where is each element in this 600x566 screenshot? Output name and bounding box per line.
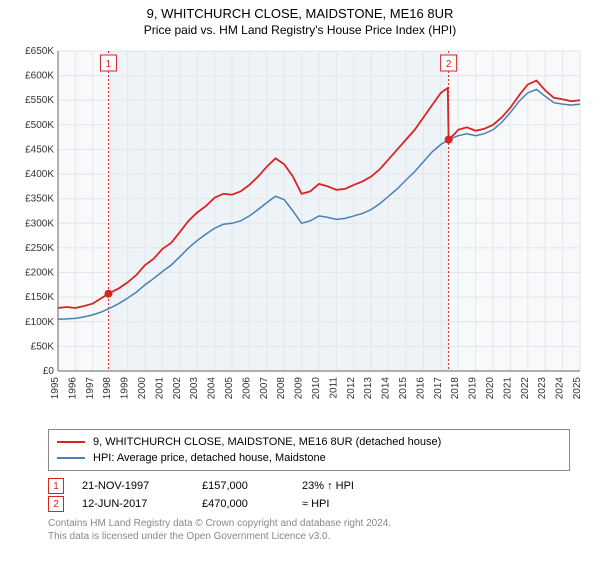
sale-date: 21-NOV-1997 xyxy=(82,480,202,492)
table-row: 2 12-JUN-2017 £470,000 ≈ HPI xyxy=(48,495,570,513)
svg-text:2016: 2016 xyxy=(415,377,426,400)
legend: 9, WHITCHURCH CLOSE, MAIDSTONE, ME16 8UR… xyxy=(48,429,570,471)
svg-text:£550K: £550K xyxy=(25,95,54,106)
svg-text:2018: 2018 xyxy=(450,377,461,400)
svg-text:£0: £0 xyxy=(43,366,55,377)
sale-pct: ≈ HPI xyxy=(302,498,422,510)
svg-text:2012: 2012 xyxy=(346,377,357,400)
legend-swatch xyxy=(57,457,85,459)
svg-text:£650K: £650K xyxy=(25,46,54,57)
legend-row: HPI: Average price, detached house, Maid… xyxy=(57,450,561,466)
table-row: 1 21-NOV-1997 £157,000 23% ↑ HPI xyxy=(48,477,570,495)
svg-text:£350K: £350K xyxy=(25,194,54,205)
svg-text:£400K: £400K xyxy=(25,169,54,180)
svg-text:2006: 2006 xyxy=(241,377,252,400)
legend-label: HPI: Average price, detached house, Maid… xyxy=(93,452,326,464)
svg-text:£100K: £100K xyxy=(25,317,54,328)
svg-text:1999: 1999 xyxy=(120,377,131,400)
footnote: Contains HM Land Registry data © Crown c… xyxy=(48,517,570,543)
svg-text:£300K: £300K xyxy=(25,218,54,229)
svg-text:2007: 2007 xyxy=(259,377,270,400)
svg-text:2020: 2020 xyxy=(485,377,496,400)
svg-text:2001: 2001 xyxy=(154,377,165,400)
svg-text:1998: 1998 xyxy=(102,377,113,400)
svg-text:2000: 2000 xyxy=(137,377,148,400)
svg-text:2021: 2021 xyxy=(502,377,513,400)
svg-text:£50K: £50K xyxy=(31,341,55,352)
sale-pct: 23% ↑ HPI xyxy=(302,480,422,492)
svg-text:£150K: £150K xyxy=(25,292,54,303)
sale-marker-icon: 2 xyxy=(48,496,64,512)
svg-text:2009: 2009 xyxy=(294,377,305,400)
svg-text:£200K: £200K xyxy=(25,268,54,279)
sale-price: £470,000 xyxy=(202,498,302,510)
footnote-line: Contains HM Land Registry data © Crown c… xyxy=(48,517,570,530)
footnote-line: This data is licensed under the Open Gov… xyxy=(48,530,570,543)
svg-text:2011: 2011 xyxy=(328,377,339,399)
sale-marker-icon: 1 xyxy=(48,478,64,494)
svg-text:£600K: £600K xyxy=(25,71,54,82)
sales-table: 1 21-NOV-1997 £157,000 23% ↑ HPI 2 12-JU… xyxy=(48,477,570,513)
legend-swatch xyxy=(57,441,85,443)
svg-text:2023: 2023 xyxy=(537,377,548,400)
svg-text:2022: 2022 xyxy=(520,377,531,400)
svg-text:1995: 1995 xyxy=(50,377,61,400)
svg-text:2: 2 xyxy=(446,59,452,70)
svg-text:2010: 2010 xyxy=(311,377,322,400)
svg-text:2005: 2005 xyxy=(224,377,235,400)
price-chart: £0 £50K £100K £150K £200K £250K £300K £350K £400… xyxy=(10,41,590,421)
svg-text:2003: 2003 xyxy=(189,377,200,400)
legend-row: 9, WHITCHURCH CLOSE, MAIDSTONE, ME16 8UR… xyxy=(57,434,561,450)
svg-text:2004: 2004 xyxy=(207,377,218,400)
svg-text:2014: 2014 xyxy=(381,377,392,400)
svg-text:2002: 2002 xyxy=(172,377,183,400)
svg-text:1: 1 xyxy=(106,59,112,70)
page-title: 9, WHITCHURCH CLOSE, MAIDSTONE, ME16 8UR xyxy=(0,6,600,21)
legend-label: 9, WHITCHURCH CLOSE, MAIDSTONE, ME16 8UR… xyxy=(93,436,441,448)
svg-text:£450K: £450K xyxy=(25,144,54,155)
svg-text:1996: 1996 xyxy=(67,377,78,400)
svg-text:2025: 2025 xyxy=(572,377,583,400)
svg-text:2017: 2017 xyxy=(433,377,444,400)
svg-text:1997: 1997 xyxy=(85,377,96,400)
svg-text:2015: 2015 xyxy=(398,377,409,400)
sale-date: 12-JUN-2017 xyxy=(82,498,202,510)
svg-text:2024: 2024 xyxy=(555,377,566,400)
svg-text:£250K: £250K xyxy=(25,243,54,254)
sale-price: £157,000 xyxy=(202,480,302,492)
svg-text:£500K: £500K xyxy=(25,120,54,131)
svg-text:2008: 2008 xyxy=(276,377,287,400)
page-subtitle: Price paid vs. HM Land Registry's House … xyxy=(0,23,600,37)
svg-text:2019: 2019 xyxy=(468,377,479,400)
svg-text:2013: 2013 xyxy=(363,377,374,400)
